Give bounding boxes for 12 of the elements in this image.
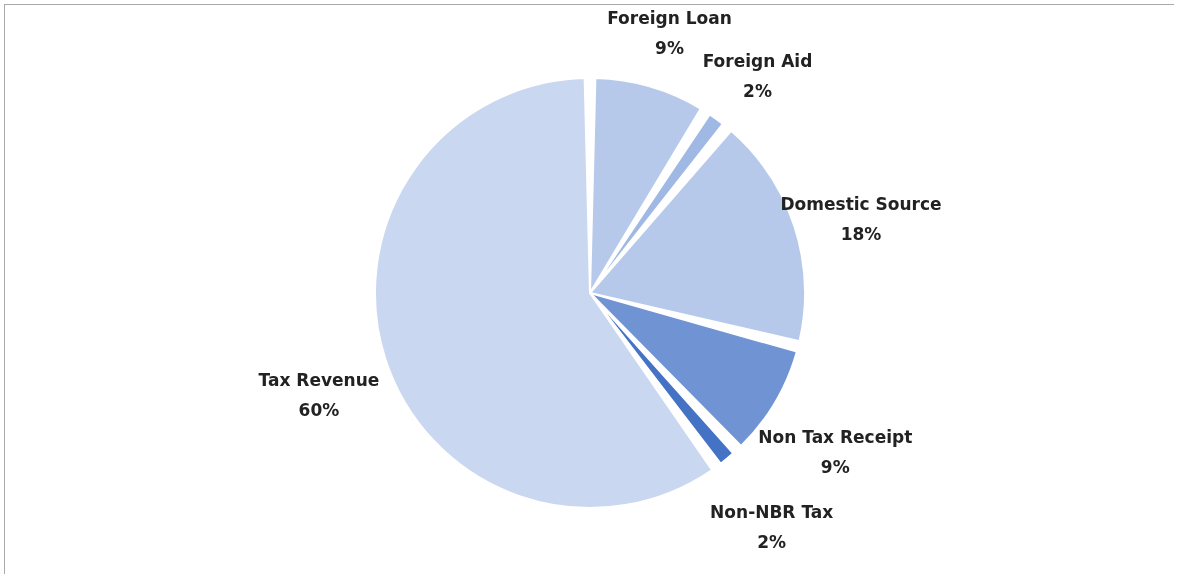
slice-label: Non-NBR Tax	[710, 501, 834, 522]
data-label: 2%	[743, 81, 772, 102]
slice-label: Tax Revenue	[258, 370, 380, 391]
data-label: 2%	[757, 531, 787, 552]
slice-label: Non Tax Receipt	[758, 427, 913, 448]
data-label: 18%	[840, 223, 882, 244]
slice-label: Foreign Aid	[702, 51, 813, 72]
data-label: 9%	[655, 38, 684, 59]
data-label: 60%	[298, 400, 340, 421]
slice-label: Foreign Loan	[607, 8, 732, 29]
data-label: 9%	[820, 457, 850, 478]
slice-label: Domestic Source	[780, 193, 942, 214]
